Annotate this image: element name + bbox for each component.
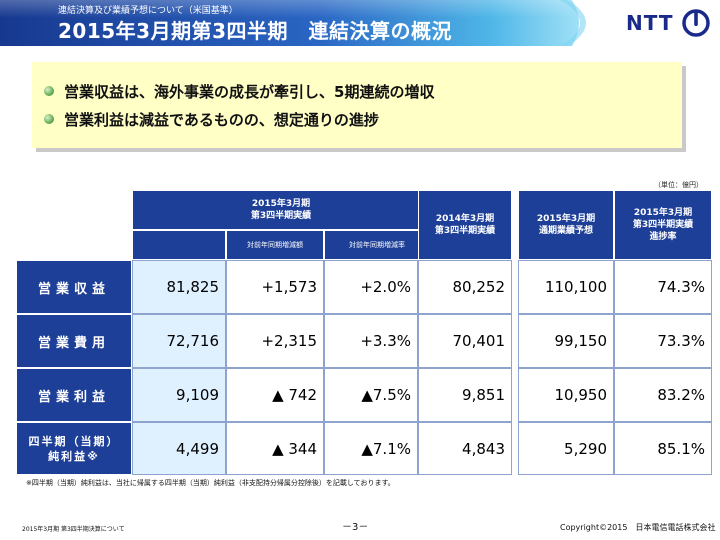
header-text: 第3四半期実績 — [632, 220, 694, 230]
table-cell-progress: 74.3% — [614, 260, 712, 314]
header-text: 2015年3月期 — [633, 208, 693, 218]
bullet-icon — [44, 114, 54, 124]
summary-text: 営業収益は、海外事業の成長が牽引し、5期連続の増収 — [64, 82, 435, 101]
header-prev-actual: 2014年3月期 第3四半期実績 — [418, 190, 512, 260]
table-cell-yoy-rate: +3.3% — [324, 314, 418, 368]
table-cell-forecast: 5,290 — [518, 422, 614, 475]
header-forecast: 2015年3月期 通期業績予想 — [518, 190, 614, 260]
copyright: Copyright©2015 日本電信電話株式会社 — [560, 523, 716, 532]
unit-label: （単位：億円） — [654, 181, 703, 189]
header-text: 進捗率 — [649, 232, 677, 242]
table-cell-progress: 83.2% — [614, 368, 712, 422]
summary-item: 営業利益は減益であるものの、想定通りの進捗 — [44, 108, 379, 130]
row-label-revenue: 営業収益 — [16, 260, 132, 314]
table-cell-yoy-change: +1,573 — [226, 260, 324, 314]
page-title: 2015年3月期第3四半期 連結決算の概況 — [58, 19, 452, 43]
table-corner — [16, 190, 132, 260]
table-cell-forecast: 110,100 — [518, 260, 614, 314]
table-cell-prev-actual: 70,401 — [418, 314, 512, 368]
table-cell-prev-actual: 4,843 — [418, 422, 512, 475]
header-text: 2015年3月期 — [536, 214, 596, 224]
header-progress: 2015年3月期 第3四半期実績 進捗率 — [614, 190, 712, 260]
summary-text: 営業利益は減益であるものの、想定通りの進捗 — [64, 110, 379, 129]
table-cell-actual: 72,716 — [132, 314, 226, 368]
title-banner: 連結決算及び業績予想について（米国基準） 2015年3月期第3四半期 連結決算の… — [0, 0, 600, 46]
header-yoy-rate: 対前年同期増減率 — [324, 230, 430, 260]
table-cell-yoy-rate: ▲7.1% — [324, 422, 418, 475]
table-cell-actual: 9,109 — [132, 368, 226, 422]
row-label-net-income: 四半期（当期） 純利益※ — [16, 422, 132, 475]
table-cell-yoy-rate: +2.0% — [324, 260, 418, 314]
banner-subtitle: 連結決算及び業績予想について（米国基準） — [58, 6, 238, 16]
summary-item: 営業収益は、海外事業の成長が牽引し、5期連続の増収 — [44, 80, 434, 102]
table-cell-yoy-rate: ▲7.5% — [324, 368, 418, 422]
row-label-line: 純利益※ — [48, 449, 100, 463]
table-cell-forecast: 99,150 — [518, 314, 614, 368]
footnote: ※四半期（当期）純利益は、当社に帰属する四半期（当期）純利益（非支配持分帰属分控… — [26, 479, 395, 487]
ntt-logo-icon — [682, 9, 710, 37]
table-cell-prev-actual: 80,252 — [418, 260, 512, 314]
header-text: 2015年3月期 — [251, 199, 311, 209]
table-cell-actual: 4,499 — [132, 422, 226, 475]
header-text: 第3四半期実績 — [250, 211, 312, 221]
row-label-operating-income: 営業利益 — [16, 368, 132, 422]
table-cell-yoy-change: ▲ 344 — [226, 422, 324, 475]
header-text: 通期業績予想 — [538, 226, 593, 236]
table-cell-progress: 85.1% — [614, 422, 712, 475]
header-text: 第3四半期実績 — [434, 226, 496, 236]
banner-background — [0, 0, 586, 46]
table-cell-progress: 73.3% — [614, 314, 712, 368]
ntt-logo: NTT — [626, 9, 712, 37]
header-text: 2014年3月期 — [435, 214, 495, 224]
row-label-line: 四半期（当期） — [28, 434, 120, 448]
table-cell-forecast: 10,950 — [518, 368, 614, 422]
header-yoy-change: 対前年同期増減額 — [226, 230, 324, 260]
page-number: －3－ — [342, 522, 369, 533]
table-cell-yoy-change: +2,315 — [226, 314, 324, 368]
header-actual-blank — [132, 230, 226, 260]
row-label-expenses: 営業費用 — [16, 314, 132, 368]
table-cell-actual: 81,825 — [132, 260, 226, 314]
footer-left: 2015年3月期 第3四半期決算について — [22, 526, 125, 533]
table-cell-prev-actual: 9,851 — [418, 368, 512, 422]
table-cell-yoy-change: ▲ 742 — [226, 368, 324, 422]
logo-text: NTT — [626, 11, 674, 35]
bullet-icon — [44, 86, 54, 96]
results-table: 2015年3月期 第3四半期実績 対前年同期増減額 対前年同期増減率 2014年… — [16, 190, 712, 475]
header-q3-actual: 2015年3月期 第3四半期実績 — [132, 190, 430, 230]
summary-box: 営業収益は、海外事業の成長が牽引し、5期連続の増収 営業利益は減益であるものの、… — [32, 62, 682, 148]
